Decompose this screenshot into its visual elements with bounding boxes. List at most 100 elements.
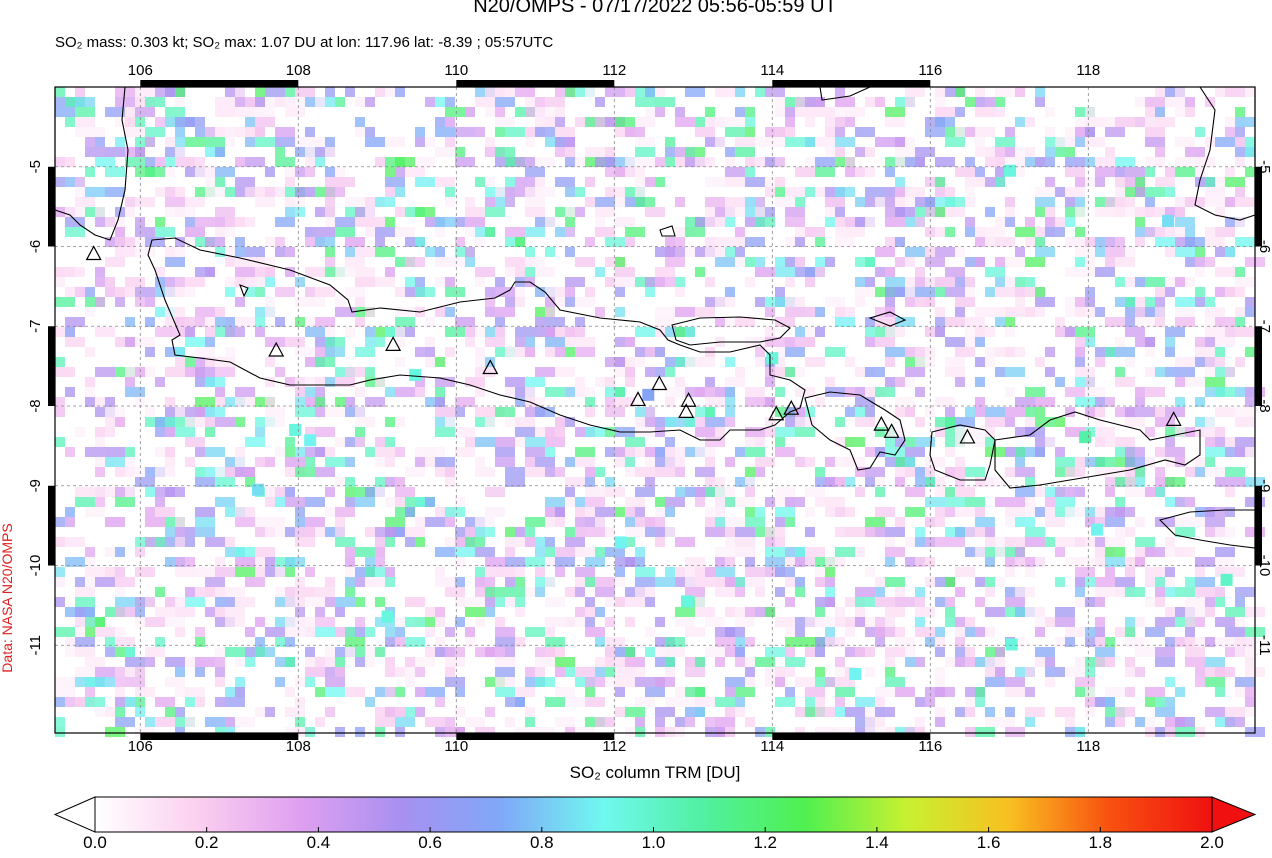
texture-cell bbox=[965, 327, 975, 337]
texture-cell bbox=[355, 617, 365, 627]
texture-cell bbox=[585, 407, 595, 417]
grid bbox=[55, 87, 1255, 733]
texture-cell bbox=[85, 147, 105, 157]
texture-cell bbox=[415, 657, 435, 667]
texture-cell bbox=[955, 587, 965, 597]
texture-cell bbox=[435, 567, 445, 577]
texture-cell bbox=[1105, 397, 1115, 407]
texture-cell bbox=[935, 427, 945, 437]
texture-cell bbox=[155, 607, 175, 617]
texture-cell bbox=[945, 597, 955, 607]
texture-cell bbox=[1155, 237, 1175, 247]
texture-cell bbox=[785, 277, 795, 287]
texture-cell bbox=[55, 517, 65, 527]
texture-cell bbox=[1095, 587, 1115, 597]
texture-cell bbox=[745, 257, 755, 267]
texture-cell bbox=[85, 577, 95, 587]
texture-cell bbox=[95, 427, 105, 437]
texture-cell bbox=[445, 477, 455, 487]
texture-cell bbox=[1115, 717, 1125, 727]
texture-cell bbox=[615, 187, 625, 197]
texture-cell bbox=[285, 637, 295, 647]
texture-cell bbox=[165, 657, 185, 667]
texture-cell bbox=[1025, 527, 1045, 537]
texture-cell bbox=[1155, 467, 1165, 477]
texture-cell bbox=[885, 277, 905, 287]
texture-cell bbox=[1125, 617, 1135, 627]
texture-cell bbox=[1195, 397, 1205, 407]
texture-cell bbox=[685, 667, 705, 677]
texture-cell bbox=[1135, 177, 1145, 187]
texture-cell bbox=[535, 127, 555, 137]
texture-cell bbox=[195, 697, 205, 707]
texture-cell bbox=[215, 477, 235, 487]
texture-cell bbox=[745, 427, 765, 437]
texture-cell bbox=[945, 507, 955, 517]
texture-cell bbox=[335, 507, 355, 517]
so2-pixel bbox=[1091, 523, 1104, 536]
texture-cell bbox=[1145, 457, 1155, 467]
texture-cell bbox=[55, 597, 65, 607]
texture-cell bbox=[245, 187, 265, 197]
texture-cell bbox=[365, 567, 375, 577]
texture-cell bbox=[1195, 467, 1205, 477]
texture-cell bbox=[1225, 467, 1245, 477]
texture-cell bbox=[1055, 417, 1065, 427]
texture-cell bbox=[345, 477, 355, 487]
texture-cell bbox=[1165, 287, 1175, 297]
texture-cell bbox=[1155, 517, 1175, 527]
coastline bbox=[819, 86, 871, 101]
texture-cell bbox=[355, 597, 365, 607]
texture-cell bbox=[715, 487, 735, 497]
texture-cell bbox=[1035, 187, 1055, 197]
texture-cell bbox=[135, 727, 155, 737]
texture-cell bbox=[485, 647, 505, 657]
texture-cell bbox=[505, 477, 525, 487]
texture-cell bbox=[1175, 217, 1195, 227]
texture-cell bbox=[825, 207, 835, 217]
texture-cell bbox=[1155, 177, 1175, 187]
texture-cell bbox=[465, 227, 475, 237]
texture-cell bbox=[965, 467, 985, 477]
texture-cell bbox=[225, 537, 235, 547]
texture-cell bbox=[635, 357, 645, 367]
texture-cell bbox=[965, 497, 985, 507]
texture-cell bbox=[1145, 137, 1165, 147]
texture-cell bbox=[865, 617, 875, 627]
texture-cell bbox=[1085, 137, 1105, 147]
texture-cell bbox=[865, 337, 875, 347]
texture-cell bbox=[425, 247, 435, 257]
texture-cell bbox=[1105, 487, 1115, 497]
texture-cell bbox=[495, 627, 515, 637]
texture-cell bbox=[925, 127, 945, 137]
texture-cell bbox=[1205, 437, 1215, 447]
texture-cell bbox=[615, 507, 625, 517]
texture-cell bbox=[185, 357, 195, 367]
texture-cell bbox=[365, 417, 375, 427]
texture-cell bbox=[235, 557, 255, 567]
texture-cell bbox=[745, 447, 765, 457]
texture-cell bbox=[145, 297, 155, 307]
texture-cell bbox=[165, 487, 185, 497]
texture-cell bbox=[855, 607, 865, 617]
texture-cell bbox=[925, 257, 945, 267]
texture-cell bbox=[725, 207, 745, 217]
texture-cell bbox=[785, 107, 795, 117]
texture-cell bbox=[265, 417, 285, 427]
texture-cell bbox=[715, 727, 725, 737]
texture-cell bbox=[1045, 517, 1065, 527]
texture-cell bbox=[65, 537, 85, 547]
texture-cell bbox=[1035, 627, 1045, 637]
texture-cell bbox=[325, 377, 335, 387]
texture-cell bbox=[705, 277, 715, 287]
texture-cell bbox=[375, 157, 385, 167]
texture-cell bbox=[1125, 667, 1135, 677]
texture-cell bbox=[235, 507, 255, 517]
texture-cell bbox=[185, 697, 195, 707]
texture-cell bbox=[875, 387, 895, 397]
texture-cell bbox=[425, 337, 435, 347]
texture-cell bbox=[415, 287, 435, 297]
so2-pixel bbox=[1162, 214, 1175, 227]
texture-cell bbox=[455, 427, 475, 437]
texture-cell bbox=[55, 577, 65, 587]
